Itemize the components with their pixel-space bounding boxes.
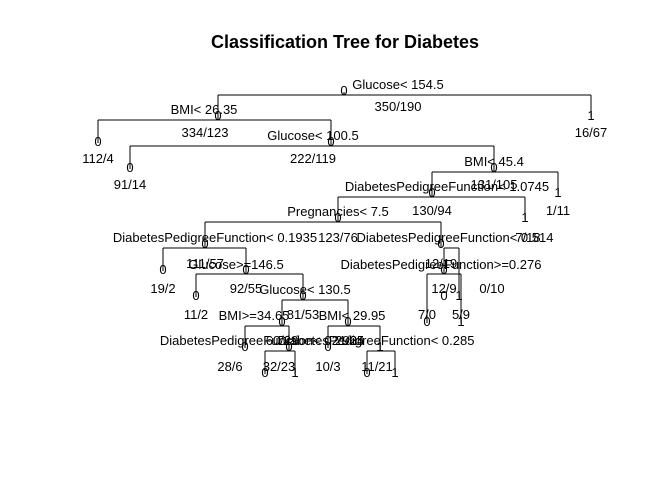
- node-class-root: 0: [340, 83, 347, 98]
- node-counts-n45: 7/18: [515, 230, 540, 245]
- node-counts-n4: 112/4: [82, 151, 114, 166]
- node-counts-n11: 131/105: [471, 177, 518, 192]
- node-class-n5: 0: [327, 134, 334, 149]
- node-class-n2846: 0: [363, 365, 370, 380]
- node-counts-n355: 81/53: [287, 307, 320, 322]
- node-class-n712: 0: [423, 314, 430, 329]
- node-split-n177: Glucose>=146.5: [188, 257, 283, 272]
- node-counts-n176: 19/2: [150, 281, 175, 296]
- node-counts-root: 350/190: [375, 99, 422, 114]
- node-class-n22: 0: [428, 185, 435, 200]
- node-counts-n23: 1/11: [546, 203, 570, 218]
- node-split-n2: BMI< 26.35: [171, 102, 238, 117]
- node-counts-n88: 111/57: [186, 256, 224, 271]
- node-class-n2847: 1: [391, 365, 398, 380]
- node-counts-n89: 12/19: [425, 256, 458, 271]
- node-class-n89: 0: [437, 236, 444, 251]
- node-class-n176: 0: [159, 262, 166, 277]
- node-class-n3: 1: [587, 108, 594, 123]
- node-class-n710: 0: [278, 314, 285, 329]
- node-class-n1421: 0: [285, 339, 292, 354]
- node-split-n89: DiabetesPedigreeFunction< 0.514: [357, 230, 554, 245]
- node-split-n5: Glucose< 100.5: [267, 128, 358, 143]
- node-class-n177: 0: [242, 262, 249, 277]
- node-class-n357: 1: [455, 288, 462, 303]
- node-counts-n2842: 32/23: [263, 359, 296, 374]
- node-counts-n5: 222/119: [290, 151, 336, 166]
- node-split-n711: BMI< 29.95: [319, 308, 386, 323]
- node-class-n2: 0: [214, 108, 221, 123]
- node-split-n355: Glucose< 130.5: [259, 282, 350, 297]
- node-counts-n44: 123/76: [318, 230, 358, 245]
- node-class-n1422: 0: [324, 339, 331, 354]
- node-split-root: Glucose< 154.5: [352, 77, 443, 92]
- node-counts-n712: 7/0: [418, 307, 436, 322]
- node-split-n1423: DiabetesPedigreeFunction< 0.285: [278, 333, 475, 348]
- node-counts-n1420: 28/6: [217, 359, 242, 374]
- node-class-n355: 0: [299, 288, 306, 303]
- node-counts-n2: 334/123: [182, 125, 229, 140]
- node-split-n178: DiabetesPedigreeFunction>=0.276: [341, 257, 542, 272]
- node-class-n2842: 0: [261, 365, 268, 380]
- tree-edges: [97, 92, 592, 374]
- node-split-n88: DiabetesPedigreeFunction< 0.1935: [113, 230, 317, 245]
- node-split-n22: DiabetesPedigreeFunction< 1.0745: [345, 179, 549, 194]
- node-class-n1420: 0: [241, 339, 248, 354]
- node-class-n356: 0: [440, 288, 447, 303]
- node-split-n710: BMI>=34.65: [219, 308, 290, 323]
- node-class-n4: 0: [94, 134, 101, 149]
- node-class-n88: 0: [201, 236, 208, 251]
- node-class-n178: 0: [440, 262, 447, 277]
- node-split-n1421: DiabetesPedigreeFunction< 0.2965: [160, 333, 364, 348]
- node-counts-n710: 60/29: [266, 333, 299, 348]
- node-class-n23: 1: [554, 185, 561, 200]
- node-counts-n711: 21/24: [332, 333, 365, 348]
- node-class-n713: 1: [457, 314, 464, 329]
- node-counts-n10: 91/14: [114, 177, 147, 192]
- node-class-n10: 0: [126, 160, 133, 175]
- node-class-n11: 0: [490, 160, 497, 175]
- node-counts-n3: 16/67: [575, 125, 608, 140]
- node-class-n1423: 1: [376, 339, 383, 354]
- node-class-n44: 0: [334, 210, 341, 225]
- node-split-n44: Pregnancies< 7.5: [287, 204, 389, 219]
- node-counts-n354: 11/2: [184, 307, 208, 322]
- chart-title: Classification Tree for Diabetes: [211, 32, 479, 52]
- node-counts-n22: 130/94: [412, 203, 452, 218]
- node-class-n711: 0: [344, 314, 351, 329]
- node-class-n2843: 1: [291, 365, 298, 380]
- node-class-n354: 0: [192, 288, 199, 303]
- node-counts-n357: 0/10: [479, 281, 504, 296]
- node-counts-n1422: 10/3: [315, 359, 340, 374]
- node-counts-n177: 92/55: [230, 281, 263, 296]
- node-counts-n713: 5/9: [452, 307, 470, 322]
- node-split-n11: BMI< 45.4: [464, 154, 524, 169]
- node-counts-n2847: 11/21: [361, 359, 393, 374]
- node-counts-n356: 12/9: [431, 281, 456, 296]
- node-class-n45: 1: [521, 210, 528, 225]
